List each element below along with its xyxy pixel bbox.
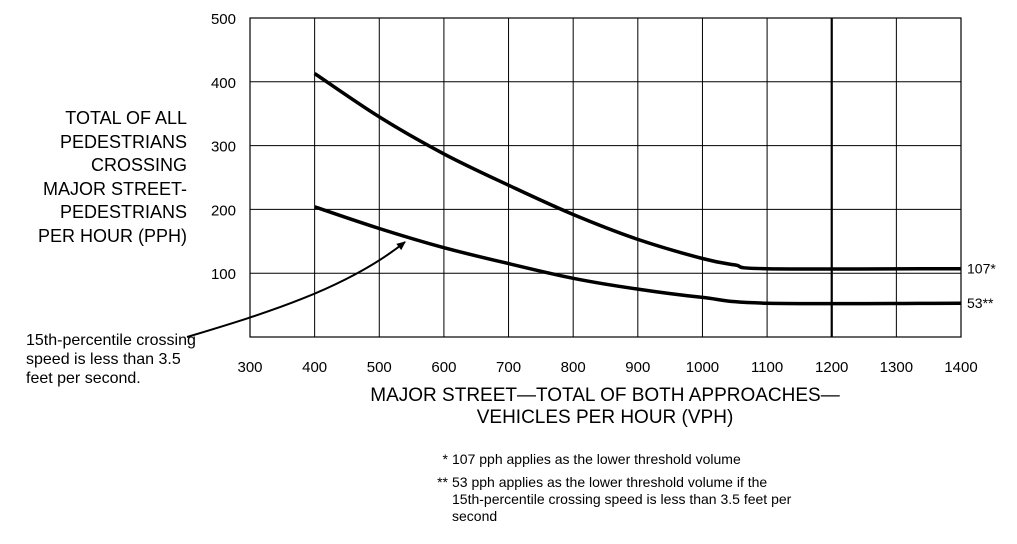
x-tick-label: 300 [237,359,262,376]
plot-frame [249,17,962,338]
x-tick-label: 1400 [944,359,977,376]
y-axis-label-line: CROSSING [90,155,187,175]
y-tick-label: 100 [211,266,236,283]
series-end-labels: 107* 53** [967,261,996,311]
x-axis-label-line: VEHICLES PER HOUR (VPH) [476,407,734,428]
grid [250,18,961,337]
y-axis-label-line: TOTAL OF ALL [65,108,187,128]
x-tick-label: 500 [367,359,392,376]
annotation-text: 15th-percentile crossing speed is less t… [26,332,196,387]
x-tick-label: 700 [496,359,521,376]
plot-frame-group [249,17,962,338]
x-tick-label: 600 [431,359,456,376]
y-axis-label-line: MAJOR STREET- [42,178,187,199]
footnote-marker: * [442,451,448,467]
series-end-label: 53** [967,295,994,311]
series-line-2 [314,205,962,306]
x-tick-label: 1300 [880,359,913,376]
footnote-text: 53 pph applies as the lower threshold vo… [452,474,792,524]
x-tick-label: 1100 [751,359,783,376]
x-tick-label: 900 [625,359,650,376]
y-tick-label: 300 [211,139,236,156]
x-tick-label: 800 [561,359,586,376]
series-end-label: 107* [967,261,996,277]
footnote: * 107 pph applies as the lower threshold … [426,451,802,468]
y-axis-label-line: PER HOUR (PPH) [37,225,187,246]
series-line-1 [313,72,962,271]
footnote-text: 107 pph applies as the lower threshold v… [452,451,741,467]
x-axis-label-line: MAJOR STREET—TOTAL OF BOTH APPROACHES— [370,385,840,406]
y-tick-label: 500 [211,11,236,28]
footnote-marker: ** [437,474,448,490]
x-tick-label: 400 [302,359,327,376]
x-tick-label: 1000 [686,359,719,376]
footnote: ** 53 pph applies as the lower threshold … [426,474,802,525]
annotation-arrow [186,241,406,338]
x-tick-label: 1200 [815,359,848,376]
series-group [313,72,962,306]
y-tick-label: 400 [211,75,236,92]
tick-labels: 300 400 500 600 700 800 900 1000 1100 1200 1300 140… [211,11,978,376]
y-tick-label: 200 [211,202,236,219]
y-axis-label-line: PEDESTRIANS [59,202,187,222]
y-axis-label-line: PEDESTRIANS [59,131,187,152]
